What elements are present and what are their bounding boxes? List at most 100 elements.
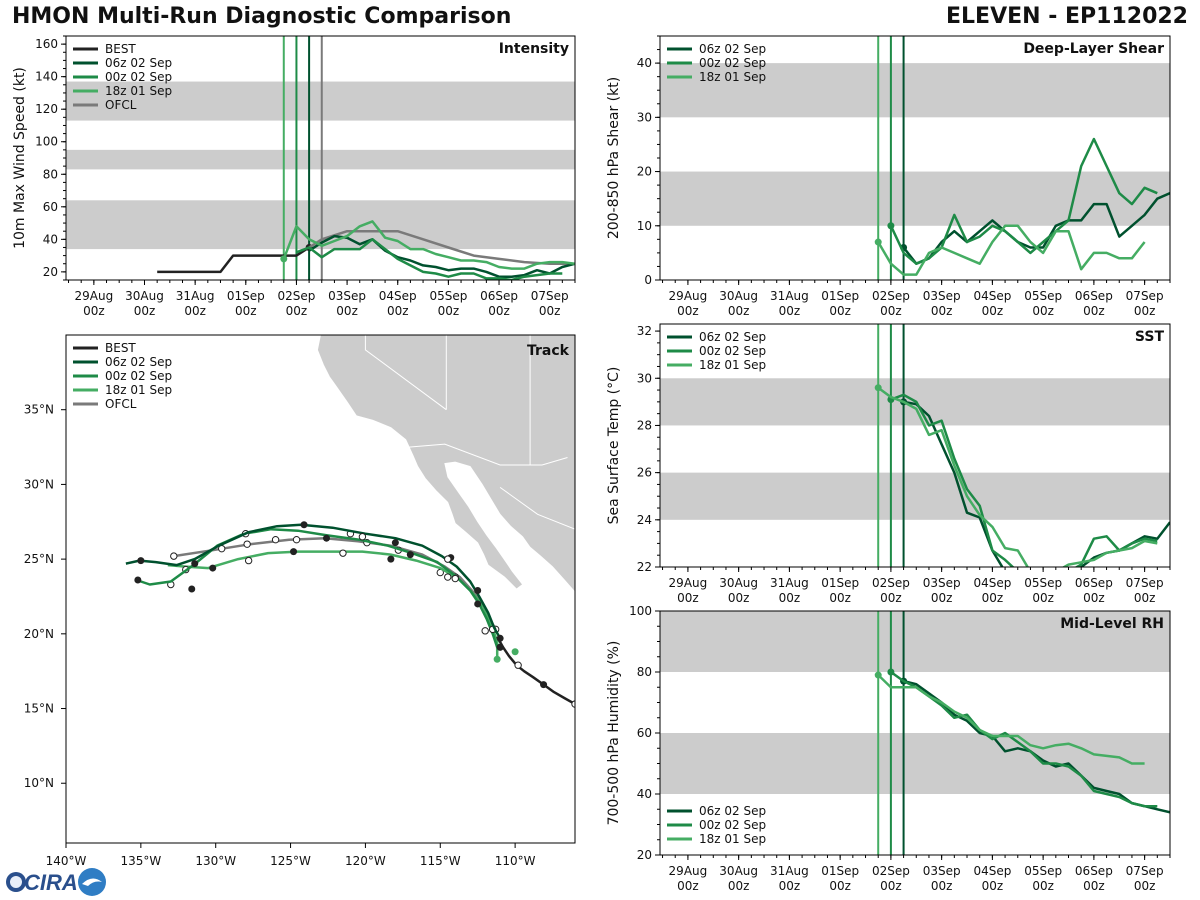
shear-ytick-label: 10 (637, 219, 652, 233)
border-line-4 (499, 486, 575, 530)
track-line-best (496, 636, 575, 706)
intensity-xtick-date: 31Aug (176, 289, 215, 303)
sst-band-0 (660, 472, 1170, 520)
rh-marker-00z-02-sep (887, 668, 895, 676)
sst-ytick-label: 24 (637, 513, 652, 527)
track-open-point-06z-02-sep (358, 533, 367, 541)
sst-xtick-hour: 00z (677, 591, 699, 605)
shear-line-00z-02-sep (889, 137, 1158, 265)
rh-xtick-date: 03Sep (923, 864, 961, 878)
track-series-18z-01-sep (167, 548, 519, 663)
rh-xtick-hour: 00z (779, 879, 801, 893)
intensity-xtick-hour: 00z (235, 304, 257, 318)
rh-xtick-date: 01Sep (821, 864, 859, 878)
intensity-series-ofcl (308, 229, 575, 265)
cira-logo-icon: CIRA (6, 868, 106, 896)
sst-xtick-date: 04Sep (973, 576, 1011, 590)
intensity-ytick-label: 140 (35, 70, 58, 84)
track-open-point-00z-02-sep (271, 535, 280, 544)
intensity-xtick-hour: 00z (286, 304, 308, 318)
intensity-legend-label-00z-02-sep: 00z 02 Sep (105, 70, 172, 84)
intensity-ytick-label: 60 (43, 200, 58, 214)
track-line-06z-02-sep (125, 523, 502, 639)
track-point-best (496, 643, 504, 651)
sst-xtick-hour: 00z (779, 591, 801, 605)
border-line-1 (364, 335, 447, 411)
storm-id: ELEVEN - EP112022 (946, 4, 1188, 29)
intensity-line-06z-02-sep (308, 234, 575, 278)
track-ytick-label: 20°N (24, 627, 54, 641)
intensity-xtick-date: 29Aug (75, 289, 114, 303)
rh-legend-label-00z-02-sep: 00z 02 Sep (699, 818, 766, 832)
sst-xtick-hour: 00z (982, 591, 1004, 605)
shear-ylabel: 200-850 hPa Shear (kt) (606, 77, 622, 239)
intensity-xtick-date: 30Aug (125, 289, 164, 303)
shear-line-18z-01-sep (877, 224, 1146, 276)
intensity-xtick-date: 05Sep (429, 289, 467, 303)
rh-ytick-label: 60 (637, 726, 652, 740)
sst-xtick-date: 30Aug (719, 576, 758, 590)
rh-xtick-date: 07Sep (1126, 864, 1164, 878)
border-line-0 (408, 443, 568, 466)
intensity-xtick-date: 04Sep (379, 289, 417, 303)
track-open-point-best (514, 661, 522, 669)
track-point-18z-01-sep (493, 655, 501, 663)
shear-legend-label-18z-01-sep: 18z 01 Sep (699, 70, 766, 84)
rh-legend-label-06z-02-sep: 06z 02 Sep (699, 804, 766, 818)
track-series-06z-02-sep (125, 521, 504, 642)
rh-xtick-date: 04Sep (973, 864, 1011, 878)
shear-xtick-date: 29Aug (669, 289, 708, 303)
track-point-00z-02-sep (322, 534, 330, 542)
sst-ytick-label: 32 (637, 324, 652, 338)
sst-ytick-label: 30 (637, 371, 652, 385)
track-xtick-label: 110°W (495, 854, 536, 868)
intensity-ylabel: 10m Max Wind Speed (kt) (12, 67, 28, 249)
shear-xtick-date: 06Sep (1075, 289, 1113, 303)
rh-xtick-date: 29Aug (669, 864, 708, 878)
shear-marker-00z-02-sep (887, 222, 895, 230)
shear-xtick-date: 31Aug (770, 289, 809, 303)
rh-ytick-label: 40 (637, 787, 652, 801)
intensity-line-18z-01-sep (282, 220, 575, 270)
rh-marker-18z-01-sep (874, 671, 882, 679)
sst-legend-label-18z-01-sep: 18z 01 Sep (699, 358, 766, 372)
intensity-legend-label-ofcl: OFCL (105, 98, 137, 112)
track-xtick-label: 115°W (420, 854, 461, 868)
shear-xtick-date: 05Sep (1024, 289, 1062, 303)
sst-xtick-hour: 00z (829, 591, 851, 605)
intensity-xtick-hour: 00z (438, 304, 460, 318)
sst-panel-title: SST (1135, 329, 1165, 345)
track-point-06z-02-sep (191, 560, 199, 568)
shear-ytick-label: 40 (637, 56, 652, 70)
track-legend-label-ofcl: OFCL (105, 397, 137, 411)
rh-xtick-date: 02Sep (872, 864, 910, 878)
shear-xtick-date: 03Sep (923, 289, 961, 303)
track-ytick-label: 10°N (24, 776, 54, 790)
intensity-xtick-hour: 00z (134, 304, 156, 318)
track-open-point-ofcl (243, 540, 251, 548)
shear-band-1 (660, 63, 1170, 118)
rh-panel-title: Mid-Level RH (1060, 616, 1164, 632)
sst-xtick-hour: 00z (728, 591, 750, 605)
track-point-06z-02-sep (137, 557, 145, 565)
shear-xtick-hour: 00z (931, 304, 953, 318)
track-xtick-label: 125°W (270, 854, 311, 868)
rh-ytick-label: 20 (637, 848, 652, 862)
rh-ytick-label: 100 (629, 604, 652, 618)
track-xtick-label: 140°W (46, 854, 87, 868)
track-point-06z-02-sep (300, 521, 308, 529)
intensity-xtick-hour: 00z (336, 304, 358, 318)
track-open-point-06z-02-sep (444, 555, 452, 563)
rh-line-00z-02-sep (890, 670, 1158, 808)
shear-xtick-date: 04Sep (973, 289, 1011, 303)
rh-xtick-hour: 00z (1134, 879, 1156, 893)
sst-series-18z-01-sep (874, 384, 1158, 567)
track-ytick-label: 35°N (24, 403, 54, 417)
intensity-legend-label-06z-02-sep: 06z 02 Sep (105, 56, 172, 70)
track-point-18z-01-sep (511, 648, 519, 656)
shear-xtick-hour: 00z (1134, 304, 1156, 318)
track-point-00z-02-sep (188, 585, 196, 593)
intensity-xtick-date: 01Sep (227, 289, 265, 303)
shear-ytick-label: 0 (644, 273, 652, 287)
